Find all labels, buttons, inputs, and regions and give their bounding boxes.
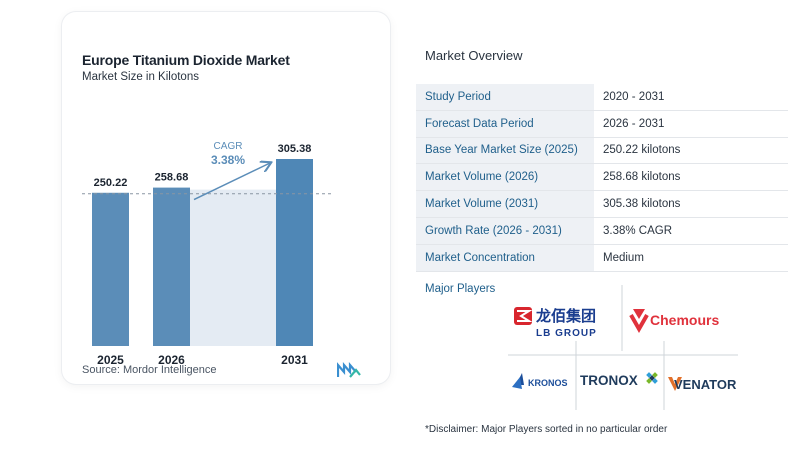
mordor-intelligence-logo-icon [337, 362, 361, 378]
overview-row: Study Period 2020 - 2031 [416, 84, 788, 111]
overview-value: 3.38% CAGR [603, 224, 673, 237]
overview-value: 250.22 kilotons [603, 144, 681, 157]
x-tick-label: 2026 [158, 353, 185, 367]
overview-value: 2020 - 2031 [603, 90, 665, 103]
bar-2025 [92, 192, 129, 346]
overview-key: Market Concentration [416, 244, 594, 271]
source-note: Source: Mordor Intelligence [82, 364, 217, 376]
chart-title: Europe Titanium Dioxide Market [82, 52, 290, 68]
overview-value: 2026 - 2031 [603, 117, 665, 130]
kronos-name: KRONOS [528, 378, 568, 388]
lb-group-sub: LB GROUP [536, 328, 597, 339]
cagr-value: 3.38% [211, 153, 245, 167]
disclaimer: *Disclaimer: Major Players sorted in no … [425, 424, 668, 435]
cagr-arrow [193, 163, 270, 201]
tronox-mark-icon [646, 372, 658, 384]
venator-logo: VENATOR [668, 377, 737, 392]
lb-group-logo: 龙佰集团 LB GROUP [514, 307, 597, 339]
data-label: 250.22 [94, 177, 128, 189]
overview-title: Market Overview [425, 48, 523, 63]
overview-key: Market Volume (2026) [416, 164, 594, 191]
major-players-label: Major Players [425, 283, 496, 295]
overview-key: Growth Rate (2026 - 2031) [416, 217, 594, 244]
bar-2031 [276, 159, 313, 346]
tronox-name: TRONOX [580, 373, 638, 388]
overview-key: Study Period [416, 84, 594, 110]
chemours-logo: Chemours [629, 309, 719, 334]
x-tick-label: 2031 [281, 353, 308, 367]
overview-value: Medium [603, 251, 644, 264]
overview-row: Market Volume (2026) 258.68 kilotons [416, 164, 788, 192]
overview-row: Base Year Market Size (2025) 250.22 kilot… [416, 137, 788, 165]
bar-2026 [153, 187, 190, 346]
lb-group-name: 龙佰集团 [535, 307, 596, 325]
growth-shade [190, 189, 276, 346]
chart-subtitle: Market Size in Kilotons [82, 71, 199, 83]
venator-name: VENATOR [674, 377, 737, 392]
tronox-logo: TRONOX [580, 372, 658, 388]
chart-card: Europe Titanium Dioxide Market Market Si… [62, 12, 390, 384]
overview-row: Market Concentration Medium [416, 244, 788, 272]
overview-key: Forecast Data Period [416, 110, 594, 137]
overview-table: Study Period 2020 - 2031 Forecast Data Per… [416, 84, 788, 272]
overview-key: Market Volume (2031) [416, 191, 594, 217]
data-label: 258.68 [155, 172, 189, 184]
cagr-label: CAGR [214, 141, 243, 152]
kronos-logo: KRONOS [512, 373, 568, 389]
overview-value: 305.38 kilotons [603, 198, 681, 211]
x-tick-label: 2025 [97, 353, 124, 367]
chemours-name: Chemours [650, 312, 719, 328]
overview-key: Base Year Market Size (2025) [416, 137, 594, 164]
overview-value: 258.68 kilotons [603, 171, 681, 184]
overview-row: Growth Rate (2026 - 2031) 3.38% CAGR [416, 217, 788, 245]
overview-row: Forecast Data Period 2026 - 2031 [416, 110, 788, 138]
data-label: 305.38 [278, 143, 312, 155]
major-players-grid: 龙佰集团 LB GROUP Chemours KRONOS TRONOX [508, 285, 738, 410]
overview-row: Market Volume (2031) 305.38 kilotons [416, 191, 788, 218]
